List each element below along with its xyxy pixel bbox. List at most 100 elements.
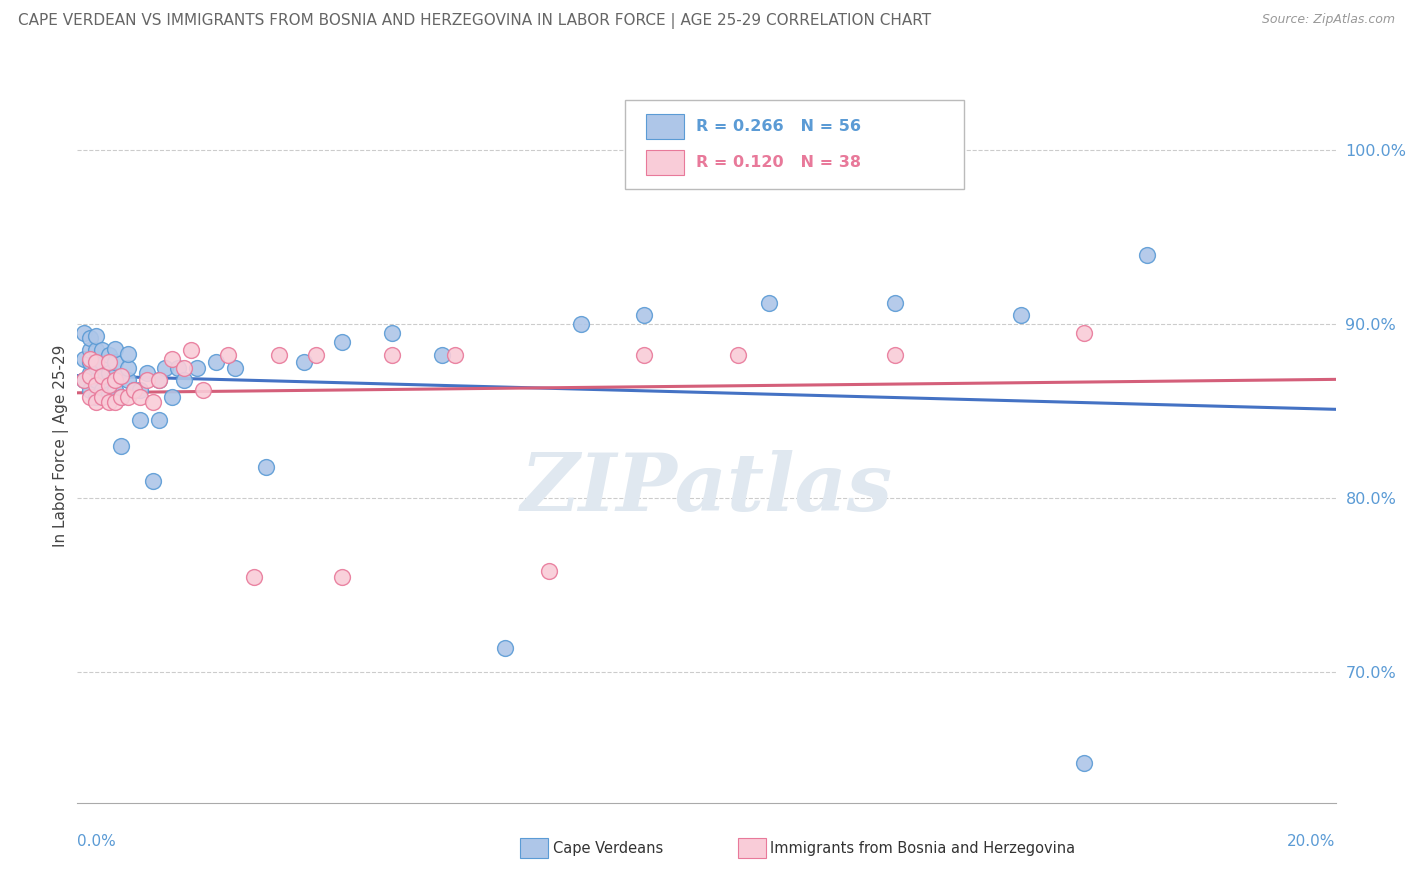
Point — [129, 384, 152, 398]
Point — [330, 334, 353, 349]
Point — [79, 384, 101, 398]
Point — [84, 390, 107, 404]
Point — [142, 474, 165, 488]
Point — [191, 384, 215, 398]
Point — [72, 326, 94, 340]
Point — [217, 349, 239, 363]
Point — [110, 439, 132, 453]
Point — [494, 640, 516, 655]
Text: 0.0%: 0.0% — [77, 834, 117, 849]
Point — [104, 373, 127, 387]
Point — [633, 309, 655, 323]
Point — [160, 390, 183, 404]
Point — [727, 349, 749, 363]
Point — [117, 390, 139, 404]
Point — [633, 349, 655, 363]
Point — [91, 384, 114, 398]
Point — [97, 349, 120, 363]
Point — [122, 384, 145, 398]
Point — [110, 390, 132, 404]
Point — [91, 355, 114, 369]
Text: CAPE VERDEAN VS IMMIGRANTS FROM BOSNIA AND HERZEGOVINA IN LABOR FORCE | AGE 25-2: CAPE VERDEAN VS IMMIGRANTS FROM BOSNIA A… — [18, 13, 931, 29]
Point — [84, 329, 107, 343]
Point — [72, 351, 94, 366]
Point — [117, 360, 139, 375]
Point — [167, 360, 190, 375]
Text: Cape Verdeans: Cape Verdeans — [553, 841, 662, 855]
Point — [267, 349, 290, 363]
Point — [84, 378, 107, 392]
Point — [305, 349, 328, 363]
FancyBboxPatch shape — [647, 113, 683, 139]
Point — [97, 378, 120, 392]
Point — [173, 360, 195, 375]
Point — [104, 384, 127, 398]
Point — [104, 395, 127, 409]
Point — [79, 331, 101, 345]
Point — [569, 317, 592, 331]
Point — [148, 413, 170, 427]
Point — [84, 359, 107, 373]
Point — [97, 355, 120, 369]
Point — [254, 459, 277, 474]
Point — [91, 390, 114, 404]
Point — [79, 343, 101, 358]
Point — [97, 395, 120, 409]
Point — [135, 366, 157, 380]
Text: Source: ZipAtlas.com: Source: ZipAtlas.com — [1261, 13, 1395, 27]
Point — [104, 369, 127, 384]
Point — [79, 390, 101, 404]
Point — [432, 349, 454, 363]
Point — [79, 351, 101, 366]
Point — [381, 349, 404, 363]
Text: Immigrants from Bosnia and Herzegovina: Immigrants from Bosnia and Herzegovina — [770, 841, 1076, 855]
Point — [91, 369, 114, 384]
Point — [155, 360, 177, 375]
Point — [160, 351, 183, 366]
Point — [381, 326, 404, 340]
Point — [79, 366, 101, 380]
Point — [292, 355, 315, 369]
Point — [758, 296, 780, 310]
Y-axis label: In Labor Force | Age 25-29: In Labor Force | Age 25-29 — [53, 345, 69, 547]
Point — [84, 343, 107, 358]
Point — [186, 360, 208, 375]
Point — [242, 569, 264, 583]
Point — [884, 349, 907, 363]
Point — [444, 349, 467, 363]
Point — [142, 395, 165, 409]
Point — [117, 347, 139, 361]
Point — [97, 386, 120, 401]
Point — [79, 369, 101, 384]
Point — [117, 373, 139, 387]
Point — [204, 355, 226, 369]
Point — [884, 296, 907, 310]
Point — [1010, 309, 1032, 323]
Point — [129, 390, 152, 404]
Text: ZIPatlas: ZIPatlas — [520, 450, 893, 527]
Point — [122, 384, 145, 398]
Point — [148, 373, 170, 387]
Point — [84, 373, 107, 387]
Point — [110, 369, 132, 384]
Point — [110, 390, 132, 404]
Point — [148, 373, 170, 387]
Point — [1136, 247, 1159, 261]
Point — [1073, 326, 1095, 340]
Point — [72, 373, 94, 387]
Point — [129, 413, 152, 427]
Point — [104, 342, 127, 356]
Text: R = 0.266   N = 56: R = 0.266 N = 56 — [696, 119, 862, 134]
Point — [97, 366, 120, 380]
Text: 20.0%: 20.0% — [1288, 834, 1336, 849]
Point — [330, 569, 353, 583]
Point — [91, 369, 114, 384]
FancyBboxPatch shape — [624, 100, 965, 189]
Point — [72, 373, 94, 387]
Point — [180, 343, 202, 358]
Point — [1073, 756, 1095, 770]
Point — [84, 355, 107, 369]
Point — [104, 355, 127, 369]
Point — [84, 395, 107, 409]
Point — [79, 355, 101, 369]
